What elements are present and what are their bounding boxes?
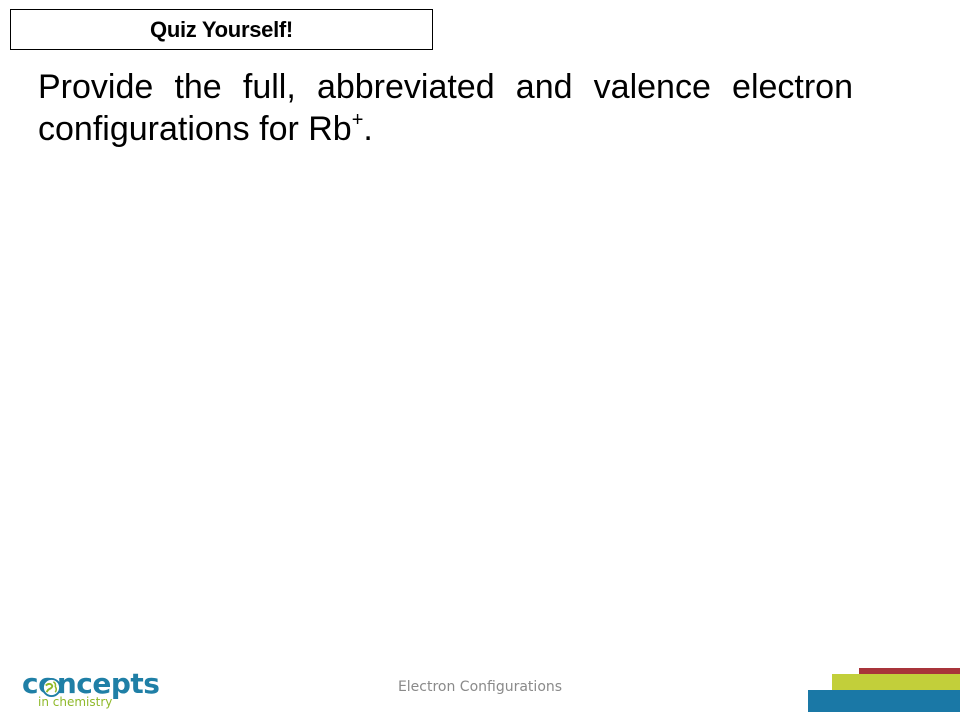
logo-tagline: in chemistry (38, 695, 113, 709)
question-text: Provide the full, abbreviated and valenc… (38, 66, 853, 150)
decorative-stripe-red (859, 668, 960, 674)
title-box: Quiz Yourself! (10, 9, 433, 50)
globe-icon (42, 678, 61, 697)
decorative-stripe-blue (808, 690, 960, 712)
footer-title: Electron Configurations (397, 679, 563, 695)
concepts-logo: concepts in chemistry (22, 667, 172, 713)
question-end: . (363, 110, 373, 148)
decorative-stripe-green (832, 674, 960, 690)
question-main: Provide the full, abbreviated and valenc… (38, 68, 853, 148)
charge-superscript: + (351, 109, 364, 131)
slide-title: Quiz Yourself! (150, 16, 293, 42)
